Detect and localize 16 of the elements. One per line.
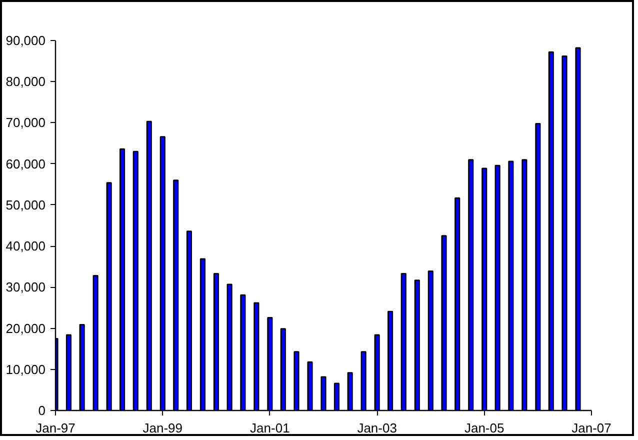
y-tick-label: 20,000	[6, 320, 46, 336]
y-tick-label: 50,000	[6, 197, 46, 212]
y-tick-label: 10,000	[6, 362, 46, 377]
y-tick-label: 0	[38, 403, 46, 418]
y-tick-label: 60,000	[6, 156, 46, 172]
y-tick-label: 70,000	[6, 115, 46, 130]
x-tick-label: Jan-97	[36, 420, 76, 436]
x-tick-label: Jan-01	[250, 420, 290, 436]
x-tick-label: Jan-99	[142, 420, 183, 436]
x-tick-label: Jan-05	[464, 420, 504, 436]
y-tick-label: 90,000	[6, 33, 46, 48]
x-tick-label: Jan-03	[357, 420, 397, 436]
y-tick-label: 30,000	[6, 280, 46, 295]
y-tick-label: 40,000	[6, 238, 46, 254]
y-tick-label: 80,000	[6, 74, 46, 90]
x-tick-label: Jan-07	[572, 420, 612, 436]
